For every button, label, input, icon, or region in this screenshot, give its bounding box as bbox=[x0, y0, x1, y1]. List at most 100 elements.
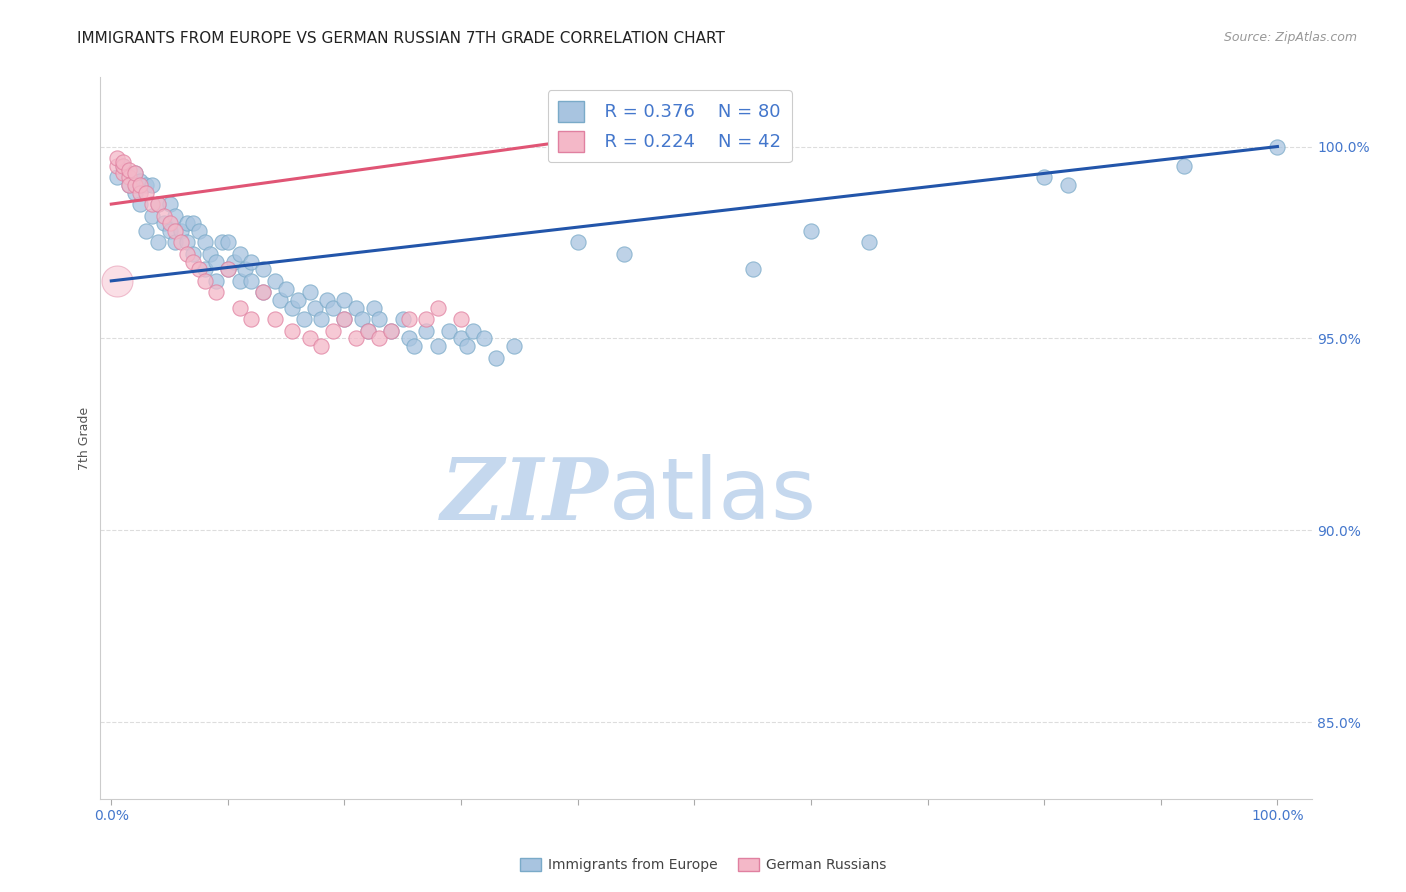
Point bbox=[741, 262, 763, 277]
Point bbox=[193, 262, 215, 277]
Point bbox=[1173, 159, 1195, 173]
Point bbox=[129, 178, 152, 192]
Point bbox=[176, 235, 198, 250]
Point bbox=[800, 224, 823, 238]
Point bbox=[135, 224, 157, 238]
Point bbox=[426, 339, 449, 353]
Point bbox=[404, 339, 426, 353]
Point bbox=[159, 197, 181, 211]
Point bbox=[146, 197, 169, 211]
Point bbox=[240, 274, 263, 288]
Point bbox=[613, 247, 636, 261]
Point bbox=[474, 331, 496, 345]
Point bbox=[228, 301, 250, 315]
Y-axis label: 7th Grade: 7th Grade bbox=[79, 407, 91, 470]
Point bbox=[176, 216, 198, 230]
Point bbox=[252, 262, 274, 277]
Point bbox=[141, 197, 163, 211]
Point bbox=[304, 301, 326, 315]
Point bbox=[217, 235, 239, 250]
Point bbox=[141, 209, 163, 223]
Point bbox=[181, 254, 204, 268]
Point bbox=[118, 178, 141, 192]
Point bbox=[357, 324, 380, 338]
Point bbox=[181, 216, 204, 230]
Point bbox=[187, 224, 209, 238]
Point bbox=[450, 312, 472, 326]
Point bbox=[391, 312, 413, 326]
Point bbox=[298, 285, 321, 300]
Point bbox=[111, 159, 134, 173]
Point bbox=[333, 312, 356, 326]
Point bbox=[235, 262, 257, 277]
Point bbox=[292, 312, 315, 326]
Point bbox=[309, 339, 332, 353]
Point bbox=[228, 247, 250, 261]
Point bbox=[858, 235, 880, 250]
Point bbox=[322, 324, 344, 338]
Point bbox=[118, 162, 141, 177]
Point bbox=[105, 151, 128, 165]
Point bbox=[1033, 170, 1056, 185]
Point bbox=[426, 301, 449, 315]
Point bbox=[252, 285, 274, 300]
Point bbox=[217, 262, 239, 277]
Point bbox=[165, 209, 187, 223]
Text: atlas: atlas bbox=[609, 455, 817, 538]
Point bbox=[1267, 139, 1289, 153]
Point bbox=[118, 170, 141, 185]
Point bbox=[170, 224, 193, 238]
Point bbox=[111, 166, 134, 180]
Point bbox=[152, 216, 174, 230]
Point bbox=[357, 324, 380, 338]
Point bbox=[281, 301, 304, 315]
Point bbox=[165, 224, 187, 238]
Point bbox=[269, 293, 291, 307]
Point bbox=[363, 301, 385, 315]
Point bbox=[380, 324, 402, 338]
Point bbox=[380, 324, 402, 338]
Point bbox=[105, 159, 128, 173]
Point bbox=[398, 331, 420, 345]
Point bbox=[129, 186, 152, 200]
Point bbox=[111, 154, 134, 169]
Point bbox=[159, 224, 181, 238]
Text: IMMIGRANTS FROM EUROPE VS GERMAN RUSSIAN 7TH GRADE CORRELATION CHART: IMMIGRANTS FROM EUROPE VS GERMAN RUSSIAN… bbox=[77, 31, 725, 46]
Point bbox=[135, 186, 157, 200]
Point bbox=[124, 166, 146, 180]
Point bbox=[217, 262, 239, 277]
Point bbox=[129, 197, 152, 211]
Point bbox=[450, 331, 472, 345]
Point bbox=[240, 254, 263, 268]
Point bbox=[228, 274, 250, 288]
Point bbox=[205, 285, 228, 300]
Point bbox=[316, 293, 339, 307]
Point bbox=[124, 178, 146, 192]
Point bbox=[252, 285, 274, 300]
Point bbox=[368, 331, 391, 345]
Point bbox=[146, 235, 169, 250]
Point bbox=[176, 247, 198, 261]
Point bbox=[502, 339, 524, 353]
Point bbox=[211, 235, 233, 250]
Point bbox=[205, 254, 228, 268]
Point bbox=[118, 178, 141, 192]
Point bbox=[193, 235, 215, 250]
Point bbox=[344, 301, 367, 315]
Point bbox=[105, 170, 128, 185]
Point bbox=[152, 209, 174, 223]
Text: ZIP: ZIP bbox=[441, 454, 609, 538]
Point bbox=[124, 166, 146, 180]
Point bbox=[141, 178, 163, 192]
Point bbox=[333, 312, 356, 326]
Legend: Immigrants from Europe, German Russians: Immigrants from Europe, German Russians bbox=[515, 853, 891, 878]
Point bbox=[170, 235, 193, 250]
Point bbox=[263, 312, 285, 326]
Point bbox=[263, 274, 285, 288]
Point bbox=[368, 312, 391, 326]
Point bbox=[281, 324, 304, 338]
Legend:   R = 0.376    N = 80,   R = 0.224    N = 42: R = 0.376 N = 80, R = 0.224 N = 42 bbox=[548, 90, 792, 162]
Point bbox=[322, 301, 344, 315]
Point bbox=[111, 159, 134, 173]
Point bbox=[193, 274, 215, 288]
